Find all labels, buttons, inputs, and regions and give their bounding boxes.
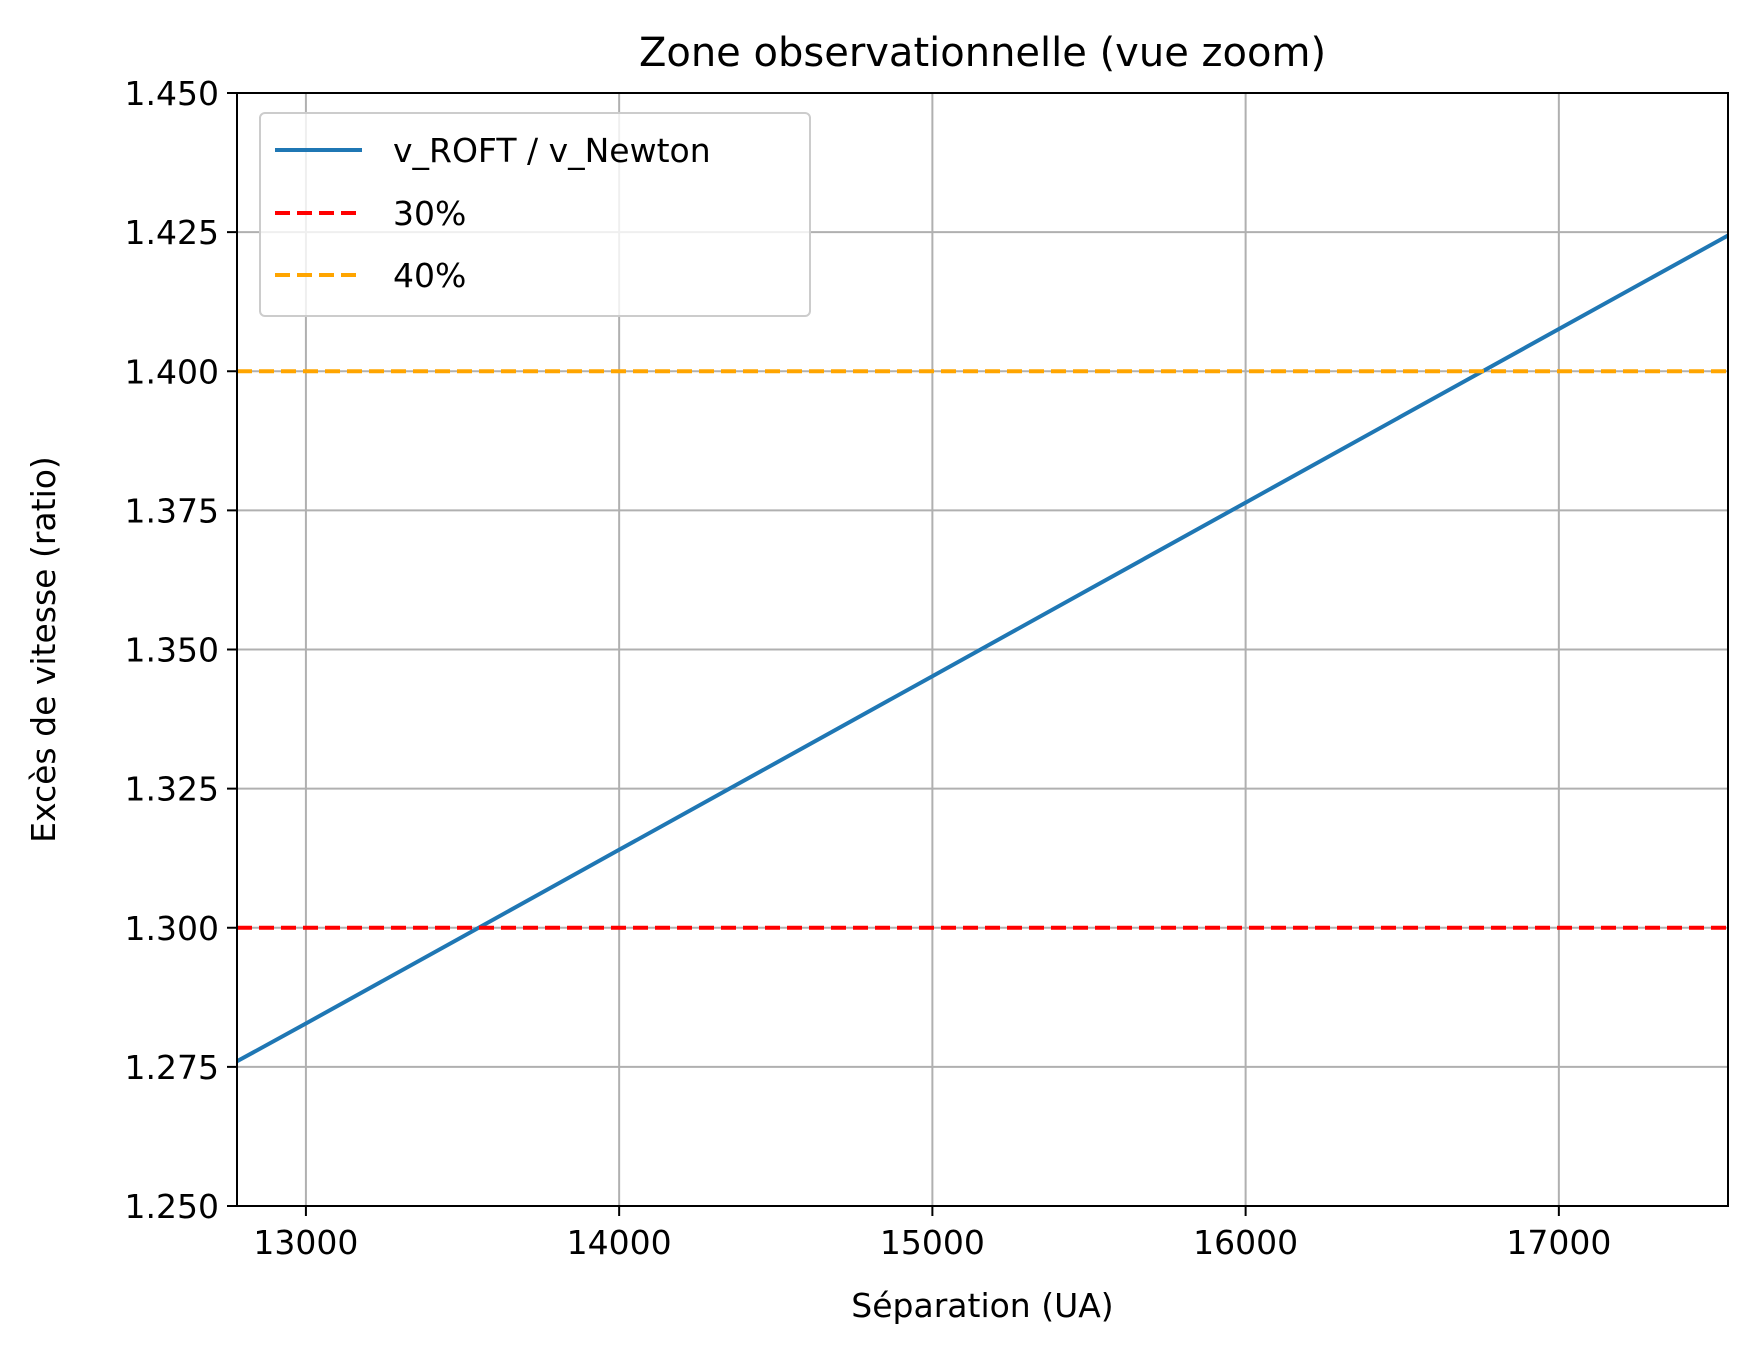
y-tick-label: 1.250 bbox=[125, 1187, 219, 1226]
y-tick-label: 1.275 bbox=[125, 1048, 219, 1087]
legend-box bbox=[259, 112, 811, 317]
legend-label-30-percent: 30% bbox=[393, 194, 466, 233]
x-tick-label: 14000 bbox=[567, 1223, 672, 1262]
x-tick-label: 16000 bbox=[1193, 1223, 1298, 1262]
y-axis-title: Excès de vitesse (ratio) bbox=[24, 456, 63, 843]
y-tick-label: 1.425 bbox=[125, 213, 219, 252]
y-tick-label: 1.400 bbox=[125, 352, 219, 391]
legend: v_ROFT / v_Newton 30% 40% bbox=[259, 112, 811, 317]
legend-label-40-percent: 40% bbox=[393, 256, 466, 295]
x-tick-label: 15000 bbox=[880, 1223, 985, 1262]
x-axis-title: Séparation (UA) bbox=[851, 1286, 1113, 1325]
y-tick-label: 1.375 bbox=[125, 491, 219, 530]
y-tick-label: 1.350 bbox=[125, 631, 219, 670]
y-tick-label: 1.450 bbox=[125, 74, 219, 113]
chart-title: Zone observationnelle (vue zoom) bbox=[639, 30, 1326, 76]
x-tick-label: 17000 bbox=[1506, 1223, 1611, 1262]
y-axis-ticks: 1.250 1.275 1.300 1.325 1.350 1.375 1.400 1.425… bbox=[125, 74, 237, 1226]
y-tick-label: 1.300 bbox=[125, 909, 219, 948]
legend-label-ratio: v_ROFT / v_Newton bbox=[393, 131, 711, 170]
series-line-ratio bbox=[236, 233, 1729, 1064]
y-tick-label: 1.325 bbox=[125, 770, 219, 809]
plot-series bbox=[236, 233, 1729, 1064]
x-tick-label: 13000 bbox=[253, 1223, 358, 1262]
x-axis-ticks: 13000 14000 15000 16000 17000 bbox=[253, 1206, 1611, 1262]
